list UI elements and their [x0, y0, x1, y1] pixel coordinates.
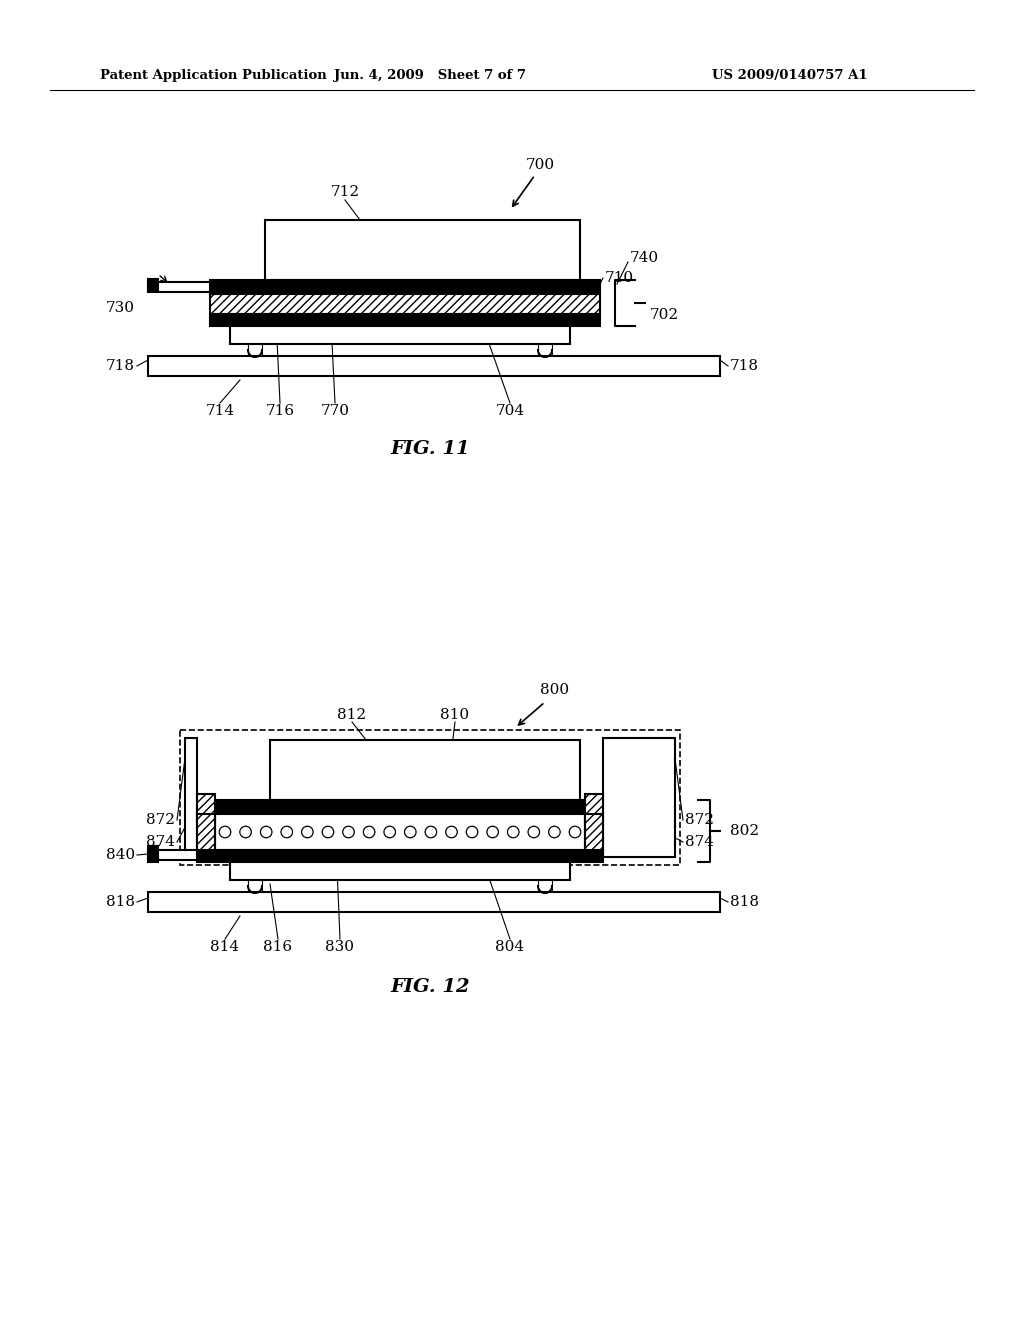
- Circle shape: [508, 826, 519, 838]
- Bar: [270, 741, 580, 800]
- Text: 804: 804: [496, 940, 524, 954]
- Text: 770: 770: [321, 404, 349, 418]
- Bar: [148, 892, 720, 912]
- Text: 800: 800: [541, 682, 569, 697]
- Text: 818: 818: [106, 895, 135, 909]
- Circle shape: [404, 826, 416, 838]
- Text: 718: 718: [730, 359, 759, 374]
- Circle shape: [528, 826, 540, 838]
- Circle shape: [302, 826, 313, 838]
- Bar: [210, 294, 600, 314]
- Text: 802: 802: [730, 824, 759, 838]
- Bar: [585, 814, 603, 850]
- Bar: [215, 800, 585, 814]
- Bar: [265, 220, 580, 280]
- Text: 872: 872: [146, 813, 175, 828]
- Bar: [180, 730, 680, 865]
- Circle shape: [425, 826, 436, 838]
- Text: 840: 840: [105, 847, 135, 862]
- Circle shape: [219, 826, 230, 838]
- Circle shape: [549, 826, 560, 838]
- Bar: [148, 282, 210, 292]
- Circle shape: [343, 826, 354, 838]
- Bar: [210, 314, 600, 326]
- Text: Jun. 4, 2009   Sheet 7 of 7: Jun. 4, 2009 Sheet 7 of 7: [334, 69, 526, 82]
- Text: Patent Application Publication: Patent Application Publication: [100, 69, 327, 82]
- Text: US 2009/0140757 A1: US 2009/0140757 A1: [712, 69, 867, 82]
- Bar: [197, 814, 215, 850]
- Text: 830: 830: [326, 940, 354, 954]
- Bar: [197, 795, 215, 822]
- Circle shape: [364, 826, 375, 838]
- Text: 718: 718: [106, 359, 135, 374]
- Text: 702: 702: [650, 308, 679, 322]
- Circle shape: [569, 826, 581, 838]
- Text: 712: 712: [331, 185, 359, 199]
- Text: 812: 812: [338, 708, 367, 722]
- Text: 810: 810: [440, 708, 470, 722]
- Bar: [603, 738, 675, 857]
- Bar: [148, 279, 158, 290]
- Bar: [215, 814, 585, 850]
- Text: 714: 714: [206, 404, 234, 418]
- Text: 818: 818: [730, 895, 759, 909]
- Circle shape: [260, 826, 272, 838]
- Bar: [230, 326, 570, 345]
- Circle shape: [466, 826, 478, 838]
- Circle shape: [384, 826, 395, 838]
- Bar: [210, 280, 600, 294]
- Text: 872: 872: [685, 813, 714, 828]
- Circle shape: [445, 826, 458, 838]
- Text: FIG. 11: FIG. 11: [390, 440, 470, 458]
- Text: 716: 716: [265, 404, 295, 418]
- Text: 874: 874: [146, 836, 175, 849]
- Bar: [197, 850, 603, 862]
- Text: 874: 874: [685, 836, 714, 849]
- Bar: [185, 738, 197, 857]
- Text: 710: 710: [605, 271, 634, 285]
- Text: 814: 814: [211, 940, 240, 954]
- Text: 730: 730: [106, 301, 135, 315]
- Bar: [148, 846, 158, 862]
- Text: 704: 704: [496, 404, 524, 418]
- Text: 816: 816: [263, 940, 293, 954]
- Bar: [230, 862, 570, 880]
- Circle shape: [323, 826, 334, 838]
- Bar: [148, 356, 720, 376]
- Circle shape: [240, 826, 251, 838]
- Text: FIG. 12: FIG. 12: [390, 978, 470, 997]
- Bar: [585, 795, 603, 822]
- Text: 740: 740: [630, 251, 659, 265]
- Circle shape: [281, 826, 293, 838]
- Circle shape: [486, 826, 499, 838]
- Bar: [148, 850, 197, 861]
- Text: 700: 700: [525, 158, 555, 172]
